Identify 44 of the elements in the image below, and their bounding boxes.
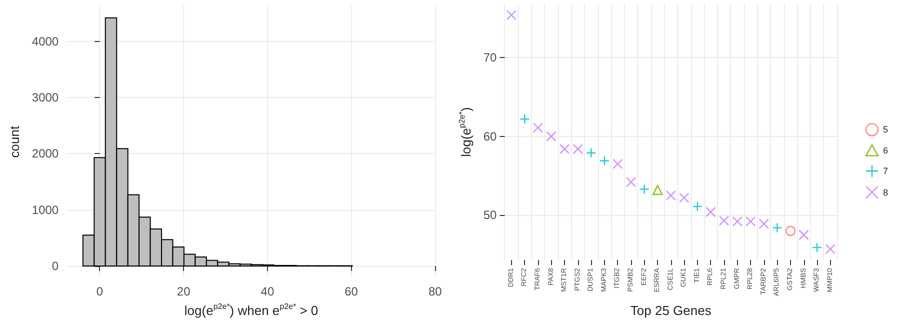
point xyxy=(559,144,570,154)
point xyxy=(626,176,636,188)
point xyxy=(798,230,809,240)
x-tick-label: 60 xyxy=(344,284,358,299)
point xyxy=(679,192,690,203)
point xyxy=(506,10,517,20)
y-tick-label: 1000 xyxy=(32,202,59,217)
point xyxy=(825,244,836,254)
y-axis-title: log(ep2e*) xyxy=(458,107,474,157)
point xyxy=(812,242,822,253)
x-axis-title: Top 25 Genes xyxy=(630,303,712,318)
point xyxy=(785,226,796,236)
legend-label: 6 xyxy=(882,145,888,156)
x-tick-label: 20 xyxy=(176,284,191,299)
point xyxy=(546,131,556,142)
x-tick-label: 0 xyxy=(96,284,104,299)
y-tick-label: 4000 xyxy=(32,34,59,48)
point xyxy=(586,148,596,158)
legend-label: 5 xyxy=(882,124,888,135)
y-tick-label: 3000 xyxy=(32,90,59,105)
point xyxy=(732,216,742,227)
y-tick-label: 70 xyxy=(483,50,498,65)
point xyxy=(520,114,530,124)
point xyxy=(652,184,663,196)
y-tick-label: 60 xyxy=(483,129,498,144)
point xyxy=(706,206,716,218)
point xyxy=(639,184,650,194)
legend-label: 8 xyxy=(882,187,888,198)
point xyxy=(772,222,782,233)
point xyxy=(692,201,703,212)
point xyxy=(718,216,730,226)
point xyxy=(666,190,676,201)
point xyxy=(532,122,544,133)
point xyxy=(599,156,610,166)
point xyxy=(745,216,756,227)
point xyxy=(758,218,770,229)
x-tick-label: 80 xyxy=(428,284,442,299)
y-axis-title: count xyxy=(7,126,22,158)
point xyxy=(612,158,623,170)
legend-label: 7 xyxy=(882,166,888,176)
y-tick-label: 2000 xyxy=(32,146,59,161)
point xyxy=(572,144,583,154)
x-tick-label: 40 xyxy=(260,284,274,299)
y-tick-label: 50 xyxy=(483,208,498,222)
